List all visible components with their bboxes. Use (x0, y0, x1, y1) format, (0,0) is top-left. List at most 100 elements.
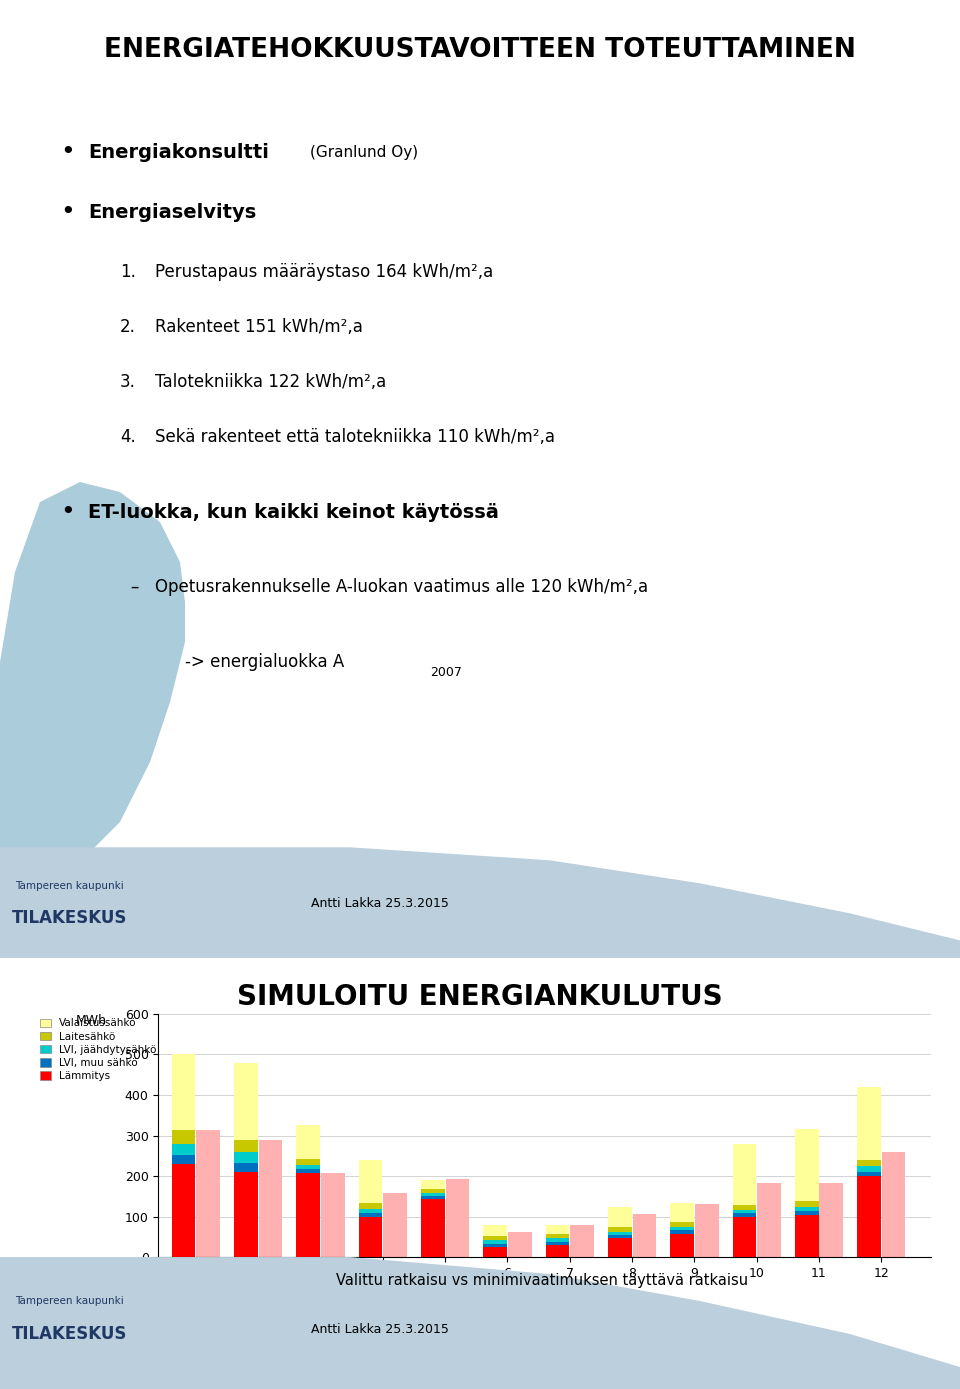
Text: 3.: 3. (120, 374, 136, 392)
Bar (608, 1207, 632, 1228)
Bar (483, 1240, 507, 1243)
Bar (545, 1242, 569, 1245)
Text: •: • (60, 200, 76, 224)
Bar (732, 1206, 756, 1210)
Polygon shape (0, 482, 185, 882)
Bar (234, 1140, 257, 1151)
Polygon shape (0, 1257, 960, 1389)
Text: Sekä rakenteet että talotekniikka 110 kWh/m²,a: Sekä rakenteet että talotekniikka 110 kW… (155, 428, 555, 446)
Text: •: • (60, 500, 76, 524)
Text: 2.: 2. (120, 318, 136, 336)
Bar (732, 1210, 756, 1214)
Bar (608, 1232, 632, 1235)
Bar (359, 1214, 382, 1217)
Text: Tampereen kaupunki: Tampereen kaupunki (15, 1296, 124, 1306)
Bar (359, 1217, 382, 1257)
Bar (483, 1247, 507, 1257)
Bar (545, 1225, 569, 1235)
Text: Antti Lakka 25.3.2015: Antti Lakka 25.3.2015 (311, 897, 449, 910)
Text: Rakenteet 151 kWh/m²,a: Rakenteet 151 kWh/m²,a (155, 318, 363, 336)
Bar (234, 1064, 257, 1140)
Bar (420, 1189, 444, 1193)
Bar (359, 1160, 382, 1203)
Bar (196, 1131, 220, 1257)
Text: (Granlund Oy): (Granlund Oy) (310, 144, 419, 160)
Bar (732, 1217, 756, 1257)
Text: ET-luokka, kun kaikki keinot käytössä: ET-luokka, kun kaikki keinot käytössä (88, 503, 499, 521)
Bar (483, 1236, 507, 1240)
Bar (172, 1156, 195, 1164)
Bar (359, 1203, 382, 1210)
Bar (795, 1207, 819, 1211)
Bar (297, 1158, 320, 1164)
Bar (795, 1211, 819, 1215)
Text: TILAKESKUS: TILAKESKUS (12, 910, 128, 928)
Bar (172, 1164, 195, 1257)
Text: Perustapaus määräystaso 164 kWh/m²,a: Perustapaus määräystaso 164 kWh/m²,a (155, 263, 493, 281)
Legend: Valaistussähkö, Laitesähkö, LVI, jäähdytysähkö, LVI, muu sähkö, Lämmitys: Valaistussähkö, Laitesähkö, LVI, jäähdyt… (36, 1014, 160, 1085)
Bar (608, 1238, 632, 1257)
Text: –: – (130, 578, 138, 596)
Bar (857, 1165, 881, 1172)
Bar (297, 1168, 320, 1172)
Bar (297, 1164, 320, 1168)
Text: Energiaselvitys: Energiaselvitys (88, 203, 256, 221)
Bar (670, 1233, 694, 1257)
Text: ENERGIATEHOKKUUSTAVOITTEEN TOTEUTTAMINEN: ENERGIATEHOKKUUSTAVOITTEEN TOTEUTTAMINEN (104, 38, 856, 63)
Bar (258, 1140, 282, 1257)
Bar (732, 1214, 756, 1217)
Bar (670, 1222, 694, 1226)
Bar (570, 1225, 594, 1257)
Bar (670, 1203, 694, 1222)
Text: SIMULOITU ENERGIANKULUTUS: SIMULOITU ENERGIANKULUTUS (237, 982, 723, 1011)
Text: 2007: 2007 (430, 665, 462, 678)
Bar (695, 1204, 718, 1257)
Bar (670, 1231, 694, 1233)
Bar (857, 1160, 881, 1165)
Text: Opetusrakennukselle A-luokan vaatimus alle 120 kWh/m²,a: Opetusrakennukselle A-luokan vaatimus al… (155, 578, 648, 596)
Text: •: • (60, 140, 76, 164)
Text: 4.: 4. (120, 428, 135, 446)
Bar (172, 1054, 195, 1131)
Bar (420, 1179, 444, 1189)
Bar (483, 1243, 507, 1247)
Bar (508, 1232, 532, 1257)
Bar (795, 1215, 819, 1257)
Bar (321, 1174, 345, 1257)
Bar (732, 1143, 756, 1206)
Bar (383, 1193, 407, 1257)
Bar (857, 1176, 881, 1257)
Bar (757, 1183, 780, 1257)
Text: Valittu ratkaisu vs minimivaatimuksen täyttävä ratkaisu: Valittu ratkaisu vs minimivaatimuksen tä… (336, 1274, 749, 1288)
Text: -> energialuokka A: -> energialuokka A (185, 653, 345, 671)
Text: Antti Lakka 25.3.2015: Antti Lakka 25.3.2015 (311, 1322, 449, 1335)
Bar (234, 1151, 257, 1163)
Bar (795, 1201, 819, 1207)
Bar (857, 1172, 881, 1176)
Bar (633, 1214, 657, 1257)
Bar (172, 1143, 195, 1156)
Text: Talotekniikka 122 kWh/m²,a: Talotekniikka 122 kWh/m²,a (155, 374, 386, 392)
Bar (420, 1196, 444, 1199)
Text: TILAKESKUS: TILAKESKUS (12, 1325, 128, 1343)
Bar (234, 1172, 257, 1257)
Bar (483, 1225, 507, 1236)
Bar (545, 1235, 569, 1239)
Polygon shape (0, 847, 960, 958)
Bar (234, 1163, 257, 1172)
Bar (297, 1125, 320, 1158)
Bar (420, 1193, 444, 1196)
Bar (445, 1179, 469, 1257)
Bar (882, 1151, 905, 1257)
Bar (545, 1245, 569, 1257)
Text: 1.: 1. (120, 263, 136, 281)
Bar (820, 1183, 843, 1257)
Bar (670, 1226, 694, 1231)
Bar (545, 1239, 569, 1242)
Bar (795, 1129, 819, 1201)
Bar (608, 1228, 632, 1232)
Text: Energiakonsultti: Energiakonsultti (88, 143, 269, 161)
Bar (857, 1086, 881, 1160)
Bar (297, 1172, 320, 1257)
Bar (608, 1235, 632, 1238)
